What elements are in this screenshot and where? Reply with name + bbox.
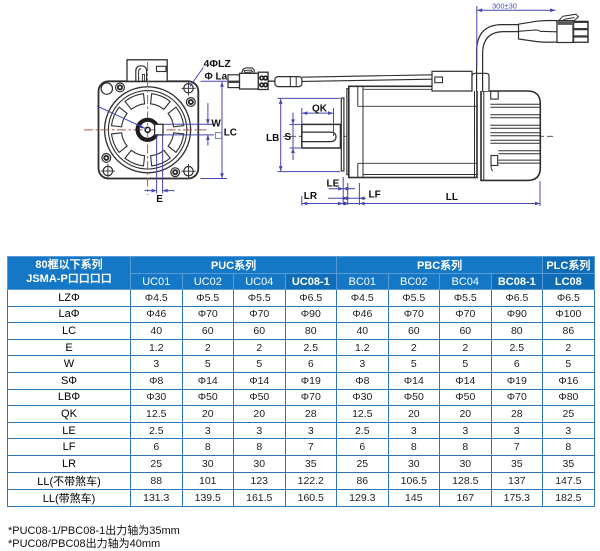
- svg-text:LE: LE: [327, 179, 340, 190]
- svg-text:W: W: [211, 119, 221, 130]
- svg-text:QK: QK: [312, 104, 328, 115]
- svg-text:S: S: [285, 132, 292, 143]
- svg-text:Φ La: Φ La: [205, 72, 228, 83]
- svg-text:E: E: [156, 194, 163, 205]
- svg-text:LR: LR: [304, 191, 318, 202]
- svg-text:300±30: 300±30: [492, 2, 517, 11]
- svg-text:LL: LL: [446, 192, 458, 203]
- svg-text:LB: LB: [266, 133, 279, 144]
- svg-text:LC: LC: [224, 128, 237, 139]
- svg-text:4ΦLZ: 4ΦLZ: [204, 58, 232, 70]
- svg-text:LF: LF: [369, 190, 381, 201]
